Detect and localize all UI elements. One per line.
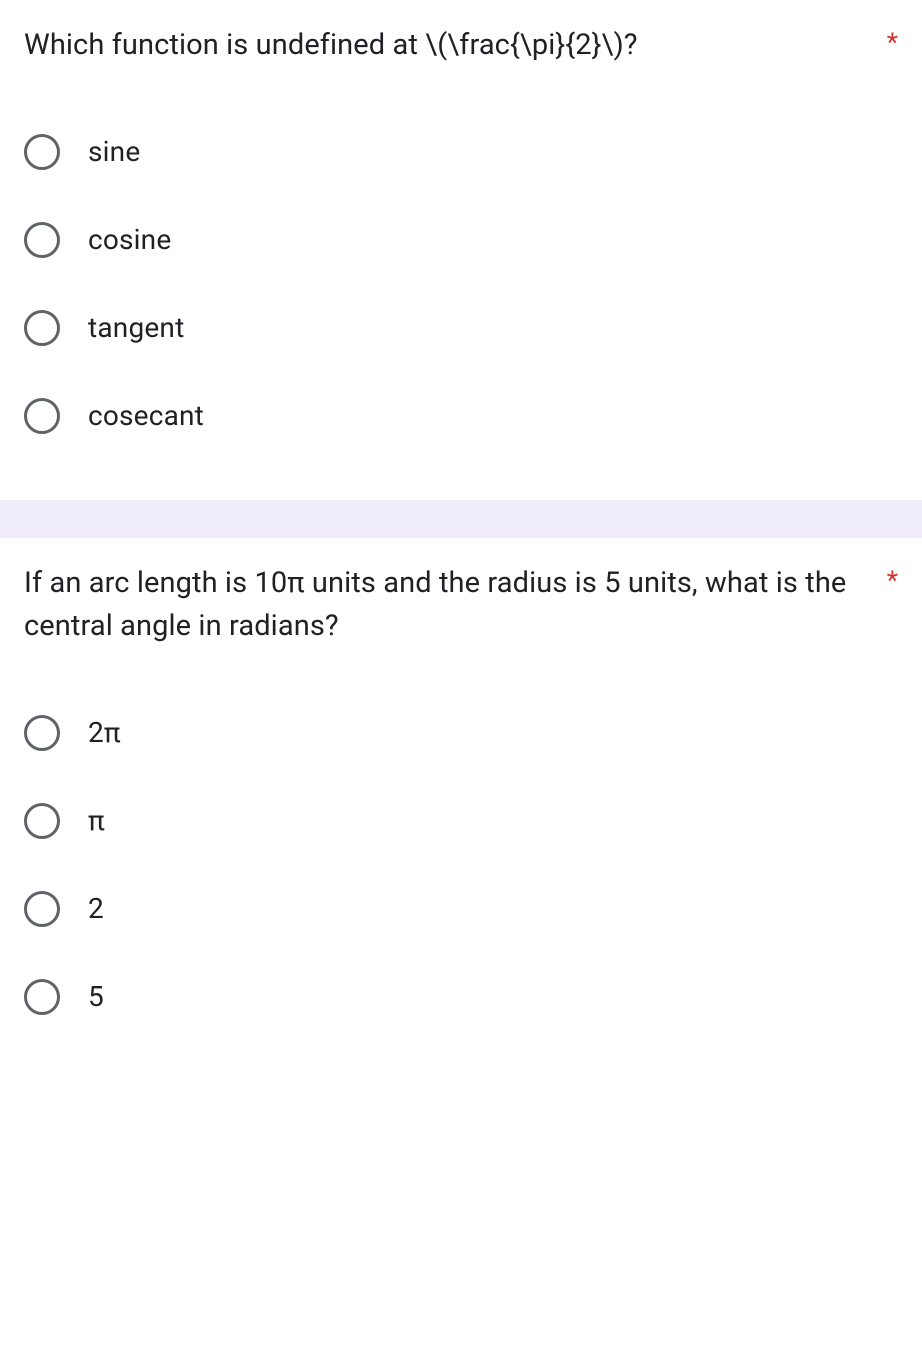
option-label: cosecant <box>88 399 204 432</box>
option-label: π <box>88 804 105 837</box>
radio-icon[interactable] <box>24 891 60 927</box>
question-header: If an arc length is 10π units and the ra… <box>24 562 898 649</box>
option-5[interactable]: 5 <box>24 953 898 1041</box>
option-cosecant[interactable]: cosecant <box>24 372 898 460</box>
option-label: 2π <box>88 716 121 749</box>
option-pi[interactable]: π <box>24 777 898 865</box>
question-text: If an arc length is 10π units and the ra… <box>24 562 867 649</box>
radio-icon[interactable] <box>24 803 60 839</box>
radio-icon[interactable] <box>24 222 60 258</box>
option-label: 5 <box>88 980 104 1013</box>
required-asterisk-icon: * <box>887 566 898 596</box>
option-label: 2 <box>88 892 104 925</box>
question-card-1: Which function is undefined at \(\frac{\… <box>0 0 922 500</box>
option-label: sine <box>88 135 140 168</box>
radio-icon[interactable] <box>24 134 60 170</box>
radio-icon[interactable] <box>24 310 60 346</box>
option-cosine[interactable]: cosine <box>24 196 898 284</box>
radio-icon[interactable] <box>24 715 60 751</box>
question-divider <box>0 500 922 538</box>
question-card-2: If an arc length is 10π units and the ra… <box>0 538 922 1081</box>
option-label: cosine <box>88 223 171 256</box>
radio-icon[interactable] <box>24 398 60 434</box>
question-header: Which function is undefined at \(\frac{\… <box>24 24 898 68</box>
options-container: 2π π 2 5 <box>24 689 898 1041</box>
question-text: Which function is undefined at \(\frac{\… <box>24 24 867 68</box>
option-sine[interactable]: sine <box>24 108 898 196</box>
option-tangent[interactable]: tangent <box>24 284 898 372</box>
options-container: sine cosine tangent cosecant <box>24 108 898 460</box>
radio-icon[interactable] <box>24 979 60 1015</box>
option-label: tangent <box>88 311 184 344</box>
option-2[interactable]: 2 <box>24 865 898 953</box>
option-2pi[interactable]: 2π <box>24 689 898 777</box>
required-asterisk-icon: * <box>887 28 898 58</box>
